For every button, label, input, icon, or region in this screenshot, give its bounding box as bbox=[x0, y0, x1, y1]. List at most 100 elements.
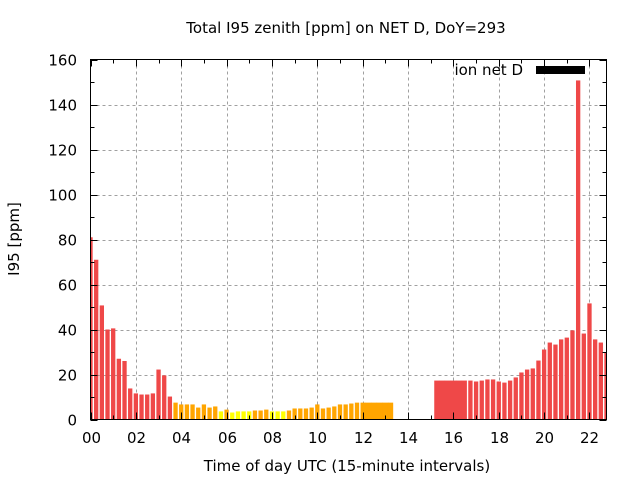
bar bbox=[337, 404, 343, 420]
bar bbox=[139, 394, 144, 420]
bar bbox=[269, 411, 275, 420]
bar bbox=[173, 402, 178, 420]
bar bbox=[218, 411, 224, 420]
bar bbox=[201, 404, 207, 420]
bar bbox=[303, 408, 309, 420]
bar bbox=[502, 382, 507, 420]
bar bbox=[541, 349, 547, 420]
bar bbox=[530, 368, 535, 420]
y-tick-label: 160 bbox=[48, 52, 77, 70]
bar bbox=[604, 352, 606, 420]
chart-title: Total I95 zenith [ppm] on NET D, DoY=293 bbox=[185, 19, 505, 37]
bar bbox=[496, 381, 501, 420]
bar bbox=[213, 406, 218, 420]
bar bbox=[167, 396, 173, 420]
bar bbox=[315, 404, 320, 420]
bar bbox=[258, 410, 263, 420]
grid-lines bbox=[90, 59, 607, 420]
legend-swatch bbox=[536, 66, 585, 74]
bar bbox=[241, 411, 246, 420]
y-axis-label: I95 [ppm] bbox=[5, 202, 23, 276]
bar bbox=[461, 380, 467, 420]
bar bbox=[365, 402, 372, 420]
x-tick-label: 00 bbox=[82, 429, 101, 447]
bar bbox=[298, 408, 303, 420]
bar bbox=[485, 379, 490, 420]
bar bbox=[230, 412, 235, 420]
bar bbox=[513, 377, 518, 420]
bar bbox=[116, 358, 122, 420]
bar bbox=[145, 394, 150, 420]
x-tick-label: 16 bbox=[444, 429, 463, 447]
plot-border bbox=[90, 59, 607, 420]
bar bbox=[444, 380, 451, 420]
y-tick-label: 80 bbox=[58, 232, 77, 250]
bar bbox=[309, 407, 314, 420]
bar bbox=[128, 388, 133, 420]
bar bbox=[320, 408, 326, 420]
x-tick-label: 04 bbox=[172, 429, 191, 447]
y-tick-label: 20 bbox=[58, 367, 77, 385]
y-tick-label: 60 bbox=[58, 277, 77, 295]
bar bbox=[456, 380, 463, 420]
bar bbox=[105, 329, 110, 420]
bar bbox=[473, 381, 479, 420]
y-tick-label: 100 bbox=[48, 187, 77, 205]
x-axis-label: Time of day UTC (15-minute intervals) bbox=[203, 457, 490, 475]
x-tick-label: 18 bbox=[490, 429, 509, 447]
y-tick-label: 120 bbox=[48, 142, 77, 160]
bar bbox=[468, 380, 473, 420]
bar bbox=[133, 393, 139, 420]
bar bbox=[558, 339, 564, 420]
bar bbox=[439, 380, 446, 420]
bar bbox=[94, 259, 99, 420]
bar bbox=[207, 407, 212, 420]
bar bbox=[581, 333, 586, 420]
bar bbox=[349, 403, 354, 420]
bar bbox=[598, 342, 603, 420]
x-tick-label: 12 bbox=[354, 429, 373, 447]
bar bbox=[479, 380, 484, 420]
x-tick-labels: 00 02 04 06 08 10 12 14 16 18 20 22 bbox=[82, 429, 599, 447]
bar bbox=[354, 402, 360, 420]
bar bbox=[91, 237, 93, 420]
bar bbox=[156, 369, 161, 420]
bar bbox=[286, 410, 292, 420]
bar bbox=[387, 402, 394, 420]
bar bbox=[224, 409, 229, 420]
bar bbox=[111, 328, 116, 420]
bar bbox=[235, 411, 241, 420]
bar bbox=[99, 305, 104, 420]
x-tick-label: 10 bbox=[308, 429, 327, 447]
bar bbox=[281, 411, 286, 420]
bar bbox=[150, 393, 156, 420]
bar bbox=[376, 402, 383, 420]
bars bbox=[91, 80, 606, 420]
bar bbox=[360, 402, 366, 420]
bar bbox=[184, 404, 190, 420]
bar bbox=[382, 402, 389, 420]
x-tick-label: 08 bbox=[263, 429, 282, 447]
x-tick-label: 20 bbox=[535, 429, 554, 447]
x-tick-label: 06 bbox=[218, 429, 237, 447]
bar bbox=[490, 379, 496, 420]
bar bbox=[332, 406, 337, 420]
bar bbox=[275, 411, 280, 420]
bar bbox=[179, 404, 184, 420]
bar bbox=[162, 375, 167, 420]
bar bbox=[450, 380, 457, 420]
bar bbox=[519, 372, 524, 420]
bar bbox=[343, 404, 348, 420]
bar bbox=[247, 411, 252, 420]
bar bbox=[547, 342, 552, 420]
bar bbox=[122, 361, 127, 420]
bar bbox=[370, 402, 378, 420]
bar bbox=[507, 380, 513, 420]
x-tick-label: 02 bbox=[127, 429, 146, 447]
bar bbox=[553, 344, 558, 420]
bar bbox=[536, 360, 541, 420]
axis-ticks bbox=[90, 59, 607, 421]
bar bbox=[190, 404, 195, 420]
bar bbox=[292, 408, 297, 420]
y-tick-label: 140 bbox=[48, 97, 77, 115]
